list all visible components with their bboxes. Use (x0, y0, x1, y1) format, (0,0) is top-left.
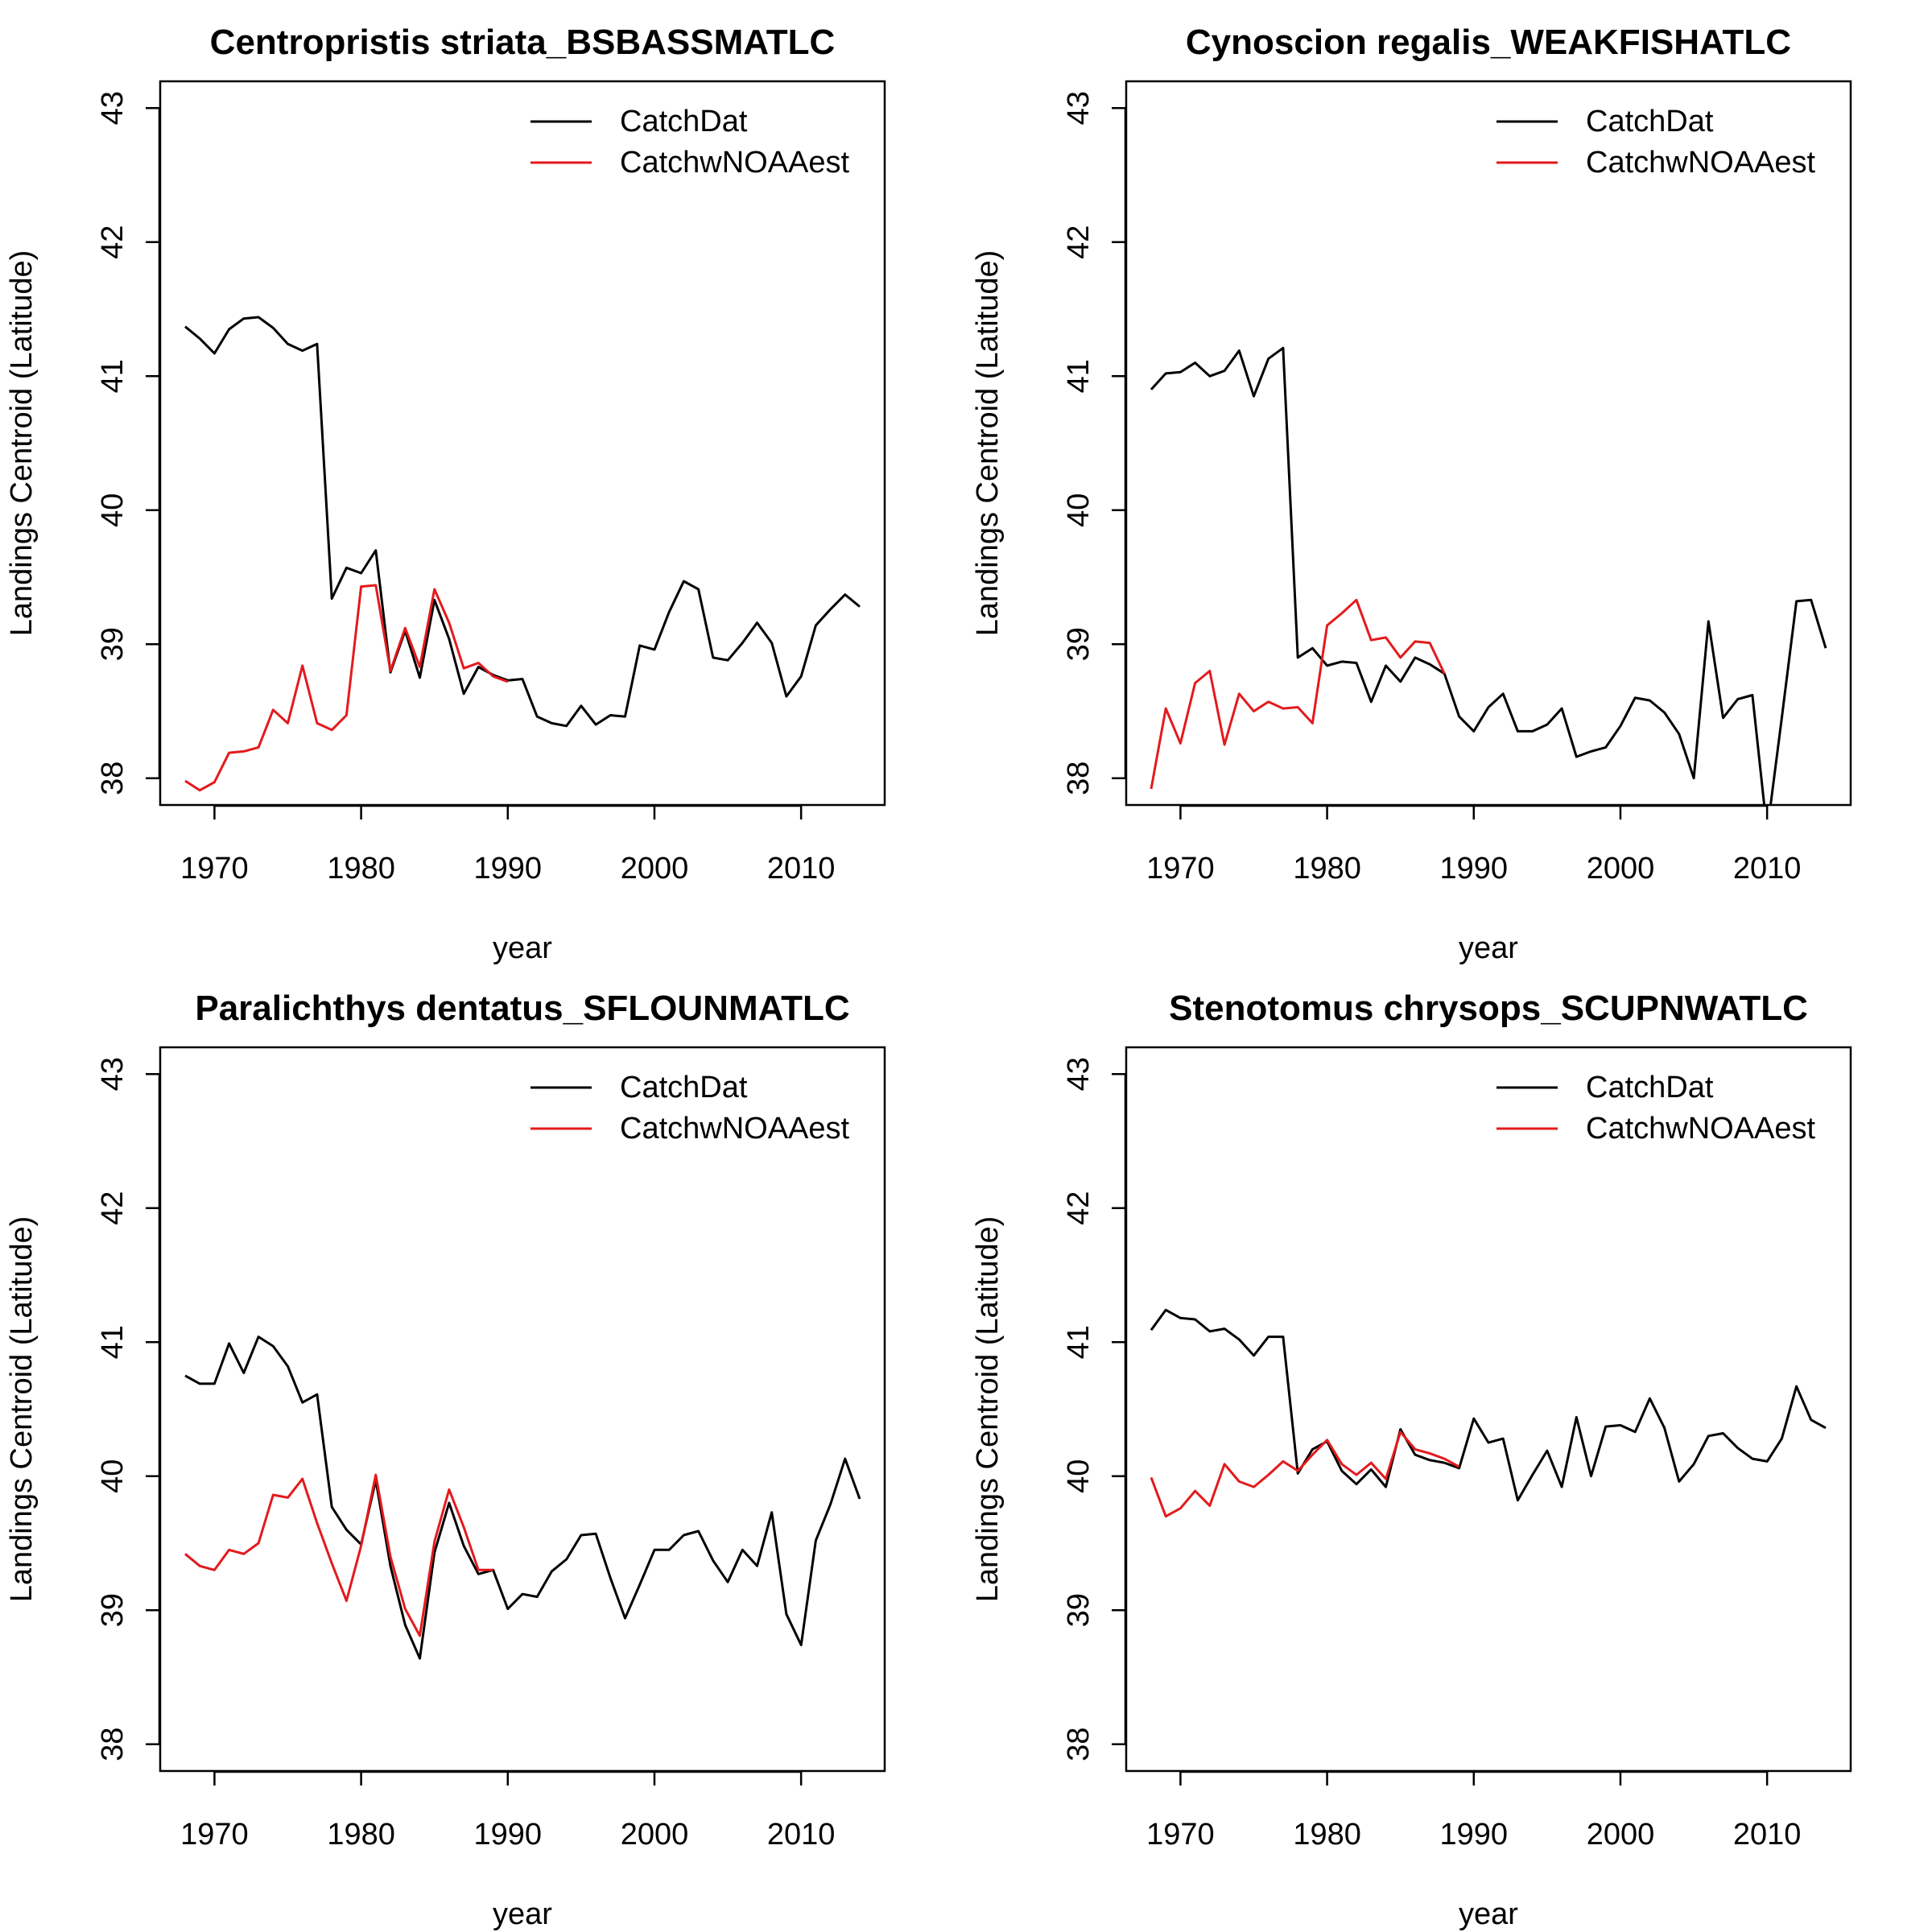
y-axis-label: Landings Centroid (Latitude) (5, 1216, 39, 1603)
y-tick-label: 38 (1062, 1728, 1096, 1761)
series-line-CatchwNOAAest (1150, 598, 1446, 790)
series-line-CatchDat (184, 316, 861, 728)
x-tick-label: 2000 (1587, 852, 1655, 886)
y-tick-label: 40 (1062, 493, 1096, 527)
x-tick-label: 1990 (1440, 1818, 1509, 1852)
y-tick-label: 41 (96, 359, 130, 393)
legend-label: CatchDat (620, 105, 748, 138)
series-line-CatchwNOAAest (184, 1473, 493, 1637)
y-axis: 38 39 40 41 42 43 Landings Centroid (Latitude) (971, 91, 1127, 795)
chart-title: Centropristis striata_BSBASSMATLC (210, 23, 836, 62)
series-line-CatchwNOAAest (1150, 1430, 1460, 1518)
y-tick-label: 43 (1062, 91, 1096, 125)
chart-title: Paralichthys dentatus_SFLOUNMATLC (195, 989, 849, 1028)
y-tick-label: 40 (96, 493, 130, 527)
x-axis: 1970 1980 1990 2000 2010 year (1146, 1770, 1802, 1931)
x-tick-label: 1970 (1146, 1818, 1215, 1852)
chart-title: Stenotomus chrysops_SCUPNWATLC (1169, 989, 1808, 1028)
x-tick-label: 2000 (621, 852, 689, 886)
y-axis: 38 39 40 41 42 43 Landings Centroid (Latitude) (5, 1057, 161, 1761)
x-tick-label: 2000 (1587, 1818, 1655, 1852)
y-tick-label: 43 (1062, 1057, 1096, 1091)
y-tick-label: 41 (96, 1325, 130, 1359)
y-tick-label: 39 (1062, 1593, 1096, 1627)
x-axis-label: year (1459, 931, 1518, 965)
x-tick-label: 2010 (1733, 1818, 1802, 1852)
y-tick-label: 42 (96, 225, 130, 259)
x-tick-label: 1970 (180, 852, 249, 886)
plot-frame (159, 1046, 886, 1773)
x-tick-label: 1980 (327, 1818, 395, 1852)
legend: CatchDat CatchwNOAAest (1496, 1071, 1816, 1146)
legend: CatchDat CatchwNOAAest (530, 1071, 850, 1146)
y-tick-label: 42 (1062, 1191, 1096, 1225)
x-tick-label: 2010 (767, 1818, 836, 1852)
x-axis-label: year (493, 1897, 552, 1931)
plot-area (184, 1335, 861, 1660)
y-tick-label: 39 (1062, 627, 1096, 661)
y-tick-label: 42 (96, 1191, 130, 1225)
plot-area (184, 316, 861, 792)
x-tick-label: 2000 (621, 1818, 689, 1852)
legend-label: CatchwNOAAest (1586, 1112, 1816, 1146)
y-tick-label: 39 (96, 1593, 130, 1627)
chart-panel-1: Centropristis striata_BSBASSMATLC 1970 198… (5, 23, 886, 965)
legend-label: CatchDat (620, 1071, 748, 1104)
series-line-CatchDat (1150, 346, 1827, 805)
series-line-CatchwNOAAest (184, 584, 509, 792)
legend-label: CatchDat (1586, 105, 1714, 138)
series-line-CatchDat (184, 1335, 861, 1660)
y-axis: 38 39 40 41 42 43 Landings Centroid (Latitude) (5, 91, 161, 795)
plot-frame (1125, 1046, 1852, 1773)
chart-panel-3: Paralichthys dentatus_SFLOUNMATLC 1970 198… (5, 989, 886, 1931)
y-tick-label: 38 (96, 762, 130, 795)
x-tick-label: 1970 (1146, 852, 1215, 886)
plot-area (1150, 1308, 1827, 1518)
y-axis-label: Landings Centroid (Latitude) (971, 250, 1005, 637)
y-tick-label: 38 (96, 1728, 130, 1761)
x-axis: 1970 1980 1990 2000 2010 year (1146, 804, 1802, 965)
legend-label: CatchwNOAAest (620, 146, 850, 180)
x-tick-label: 1980 (1293, 852, 1361, 886)
y-axis: 38 39 40 41 42 43 Landings Centroid (Latitude) (971, 1057, 1127, 1761)
series-line-CatchDat (1150, 1308, 1827, 1502)
x-tick-label: 1990 (474, 1818, 543, 1852)
y-tick-label: 42 (1062, 225, 1096, 259)
x-tick-label: 1990 (1440, 852, 1509, 886)
x-tick-label: 1980 (1293, 1818, 1361, 1852)
plot-frame (159, 80, 886, 807)
x-axis-label: year (1459, 1897, 1518, 1931)
x-axis: 1970 1980 1990 2000 2010 year (180, 804, 836, 965)
x-tick-label: 2010 (767, 852, 836, 886)
y-tick-label: 41 (1062, 359, 1096, 393)
chart-title: Cynoscion regalis_WEAKFISHATLC (1186, 23, 1791, 62)
y-tick-label: 40 (96, 1459, 130, 1493)
legend-label: CatchwNOAAest (620, 1112, 850, 1146)
legend: CatchDat CatchwNOAAest (1496, 105, 1816, 180)
y-tick-label: 38 (1062, 762, 1096, 795)
legend-label: CatchwNOAAest (1586, 146, 1816, 180)
x-axis-label: year (493, 931, 552, 965)
x-tick-label: 1980 (327, 852, 395, 886)
x-tick-label: 1970 (180, 1818, 249, 1852)
x-axis: 1970 1980 1990 2000 2010 year (180, 1770, 836, 1931)
x-tick-label: 1990 (474, 852, 543, 886)
legend-label: CatchDat (1586, 1071, 1714, 1104)
x-tick-label: 2010 (1733, 852, 1802, 886)
y-tick-label: 39 (96, 627, 130, 661)
y-axis-label: Landings Centroid (Latitude) (5, 250, 39, 637)
plot-area (1150, 346, 1827, 805)
y-tick-label: 40 (1062, 1459, 1096, 1493)
plot-frame (1125, 80, 1852, 807)
y-tick-label: 43 (96, 1057, 130, 1091)
y-tick-label: 41 (1062, 1325, 1096, 1359)
legend: CatchDat CatchwNOAAest (530, 105, 850, 180)
y-tick-label: 43 (96, 91, 130, 125)
y-axis-label: Landings Centroid (Latitude) (971, 1216, 1005, 1603)
